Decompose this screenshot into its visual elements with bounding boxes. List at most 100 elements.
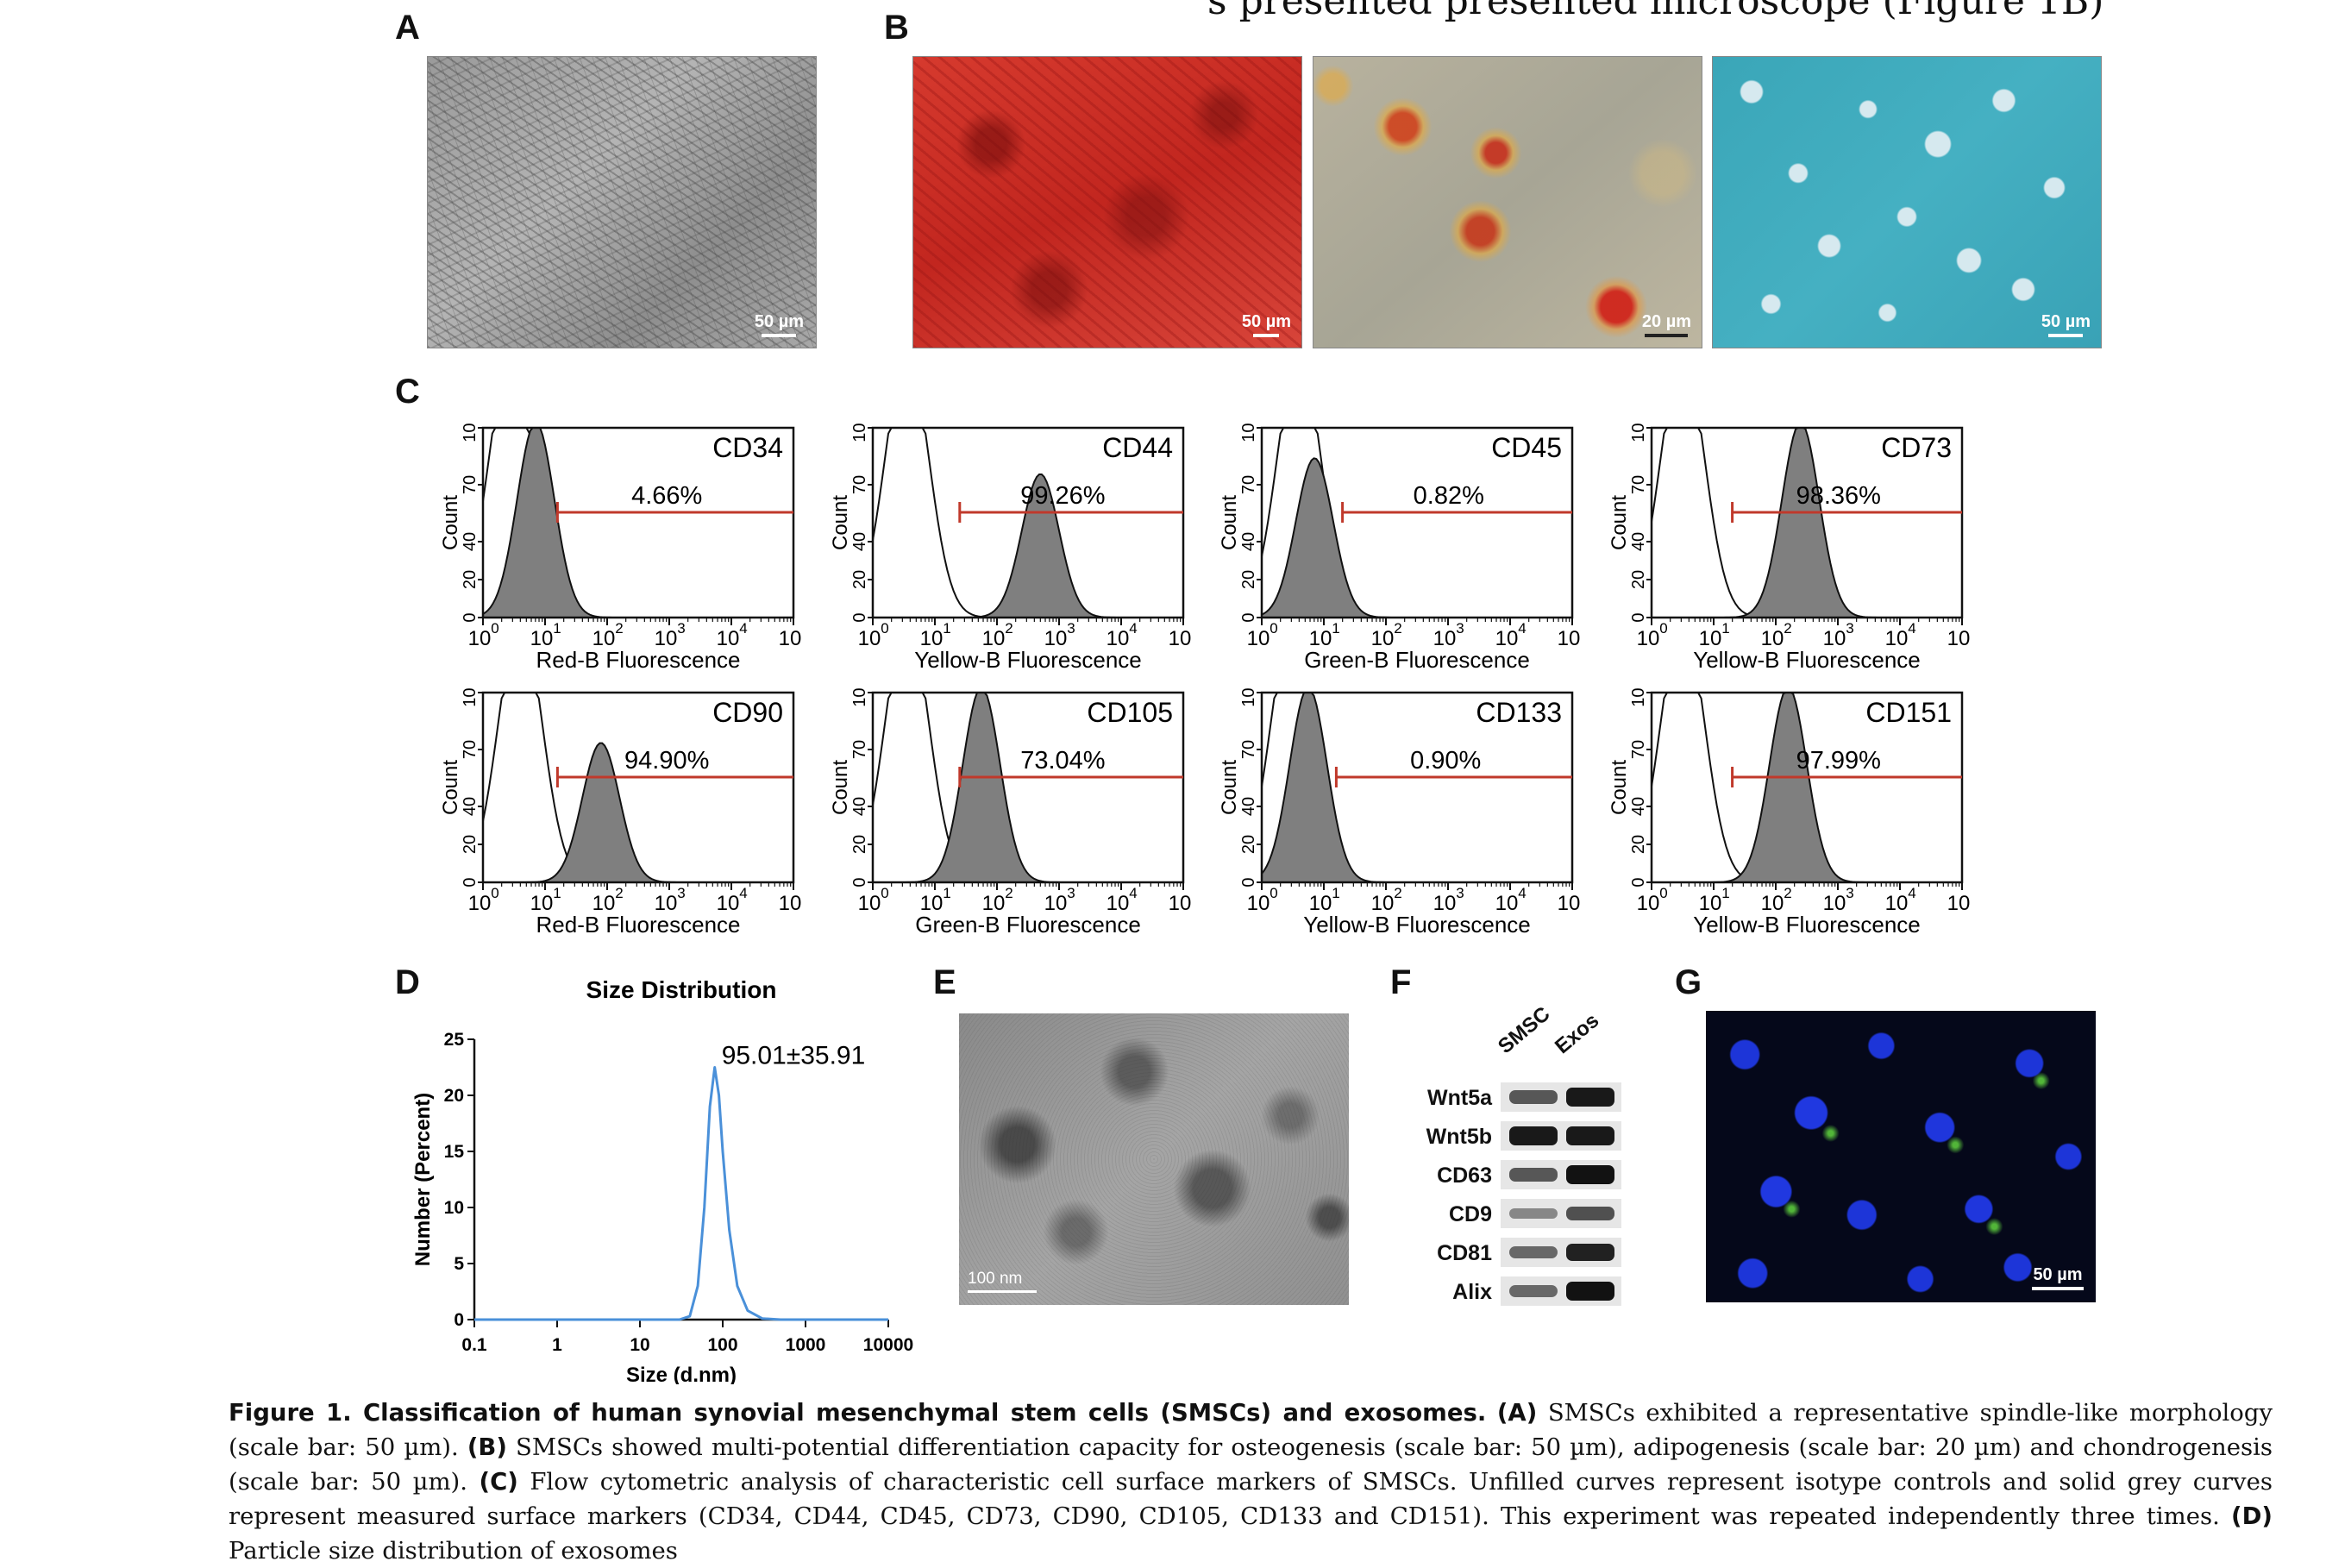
x-tick-label: 10 — [1169, 892, 1192, 915]
x-axis-label: Yellow-B Fluorescence — [914, 647, 1142, 673]
wb-band-exos — [1566, 1088, 1614, 1107]
x-tick-label: 10 — [1107, 892, 1130, 915]
x-tick-label: 10 — [1169, 627, 1192, 650]
x-tick-exponent: 0 — [1270, 620, 1277, 637]
x-tick-exponent: 4 — [739, 885, 747, 901]
percent-label: 0.90% — [1410, 747, 1481, 775]
y-tick-label: 15 — [444, 1142, 465, 1162]
y-tick-label: 100 — [850, 423, 869, 442]
x-tick-exponent: 1 — [943, 620, 950, 637]
y-tick-label: 20 — [461, 835, 480, 854]
x-tick-label: 10 — [1371, 627, 1395, 650]
x-tick-label: 10 — [858, 627, 881, 650]
x-axis-label: Green-B Fluorescence — [915, 912, 1141, 938]
wb-column-smsc: SMSC — [1494, 1001, 1555, 1059]
percent-label: 94.90% — [624, 747, 709, 775]
y-tick-label: 20 — [850, 835, 869, 854]
wb-band-exos — [1566, 1165, 1614, 1184]
x-tick-exponent: 5 — [1970, 620, 1971, 637]
x-tick-label: 10 — [530, 892, 554, 915]
western-blot-panel: SMSC Exos Wnt5a Wnt5b CD63 CD9 CD81 Alix — [1397, 1000, 1630, 1328]
x-tick-exponent: 0 — [1659, 620, 1667, 637]
caption-title: Figure 1. Classification of human synovi… — [229, 1399, 1487, 1427]
x-tick-label: 10 — [1433, 892, 1457, 915]
x-tick-label: 10 — [1699, 627, 1722, 650]
x-tick-label: 10 — [1885, 627, 1909, 650]
x-tick-label: 10 — [655, 627, 678, 650]
histogram-frame — [871, 691, 1185, 884]
x-axis-label: Yellow-B Fluorescence — [1693, 912, 1921, 938]
x-tick-exponent: 2 — [615, 885, 623, 901]
panel-b-osteogenesis-image: 50 µm — [912, 56, 1302, 348]
x-tick-exponent: 2 — [1784, 620, 1791, 637]
panel-label-g: G — [1675, 963, 1702, 1001]
marker-label: CD73 — [1881, 432, 1952, 463]
x-tick-exponent: 3 — [1456, 885, 1464, 901]
x-tick-exponent: 5 — [1191, 885, 1192, 901]
x-tick-label: 10000 — [863, 1335, 913, 1355]
caption-b-text: SMSCs showed multi-potential differentia… — [229, 1433, 2273, 1496]
x-tick-label: 10 — [1558, 627, 1581, 650]
y-tick-label: 25 — [444, 1030, 465, 1050]
wb-band-strip — [1501, 1199, 1621, 1228]
panel-label-d: D — [395, 963, 420, 1001]
x-tick-exponent: 5 — [1970, 885, 1971, 901]
size-distribution-chart: 0 5 10 15 20 25 0.1 1 10 100 1000 10000 Size (d.nm) N… — [411, 976, 913, 1384]
y-tick-label: 70 — [1629, 475, 1648, 494]
x-tick-exponent: 3 — [1067, 885, 1075, 901]
wb-band-smsc — [1509, 1090, 1558, 1104]
x-axis-label: Red-B Fluorescence — [536, 647, 741, 673]
x-tick-exponent: 2 — [1394, 885, 1401, 901]
x-tick-label: 10 — [1495, 892, 1519, 915]
y-tick-label: 70 — [1239, 740, 1258, 759]
y-axis-label: Count — [440, 495, 462, 550]
panel-b2-scale-label: 20 µm — [1641, 312, 1691, 331]
wb-row-alix: Alix — [1397, 1276, 1630, 1309]
panel-a-scale-bar: 50 µm — [755, 312, 804, 337]
panel-label-f: F — [1390, 963, 1412, 1001]
x-tick-label: 10 — [717, 892, 740, 915]
x-tick-label: 10 — [592, 627, 616, 650]
percent-label: 73.04% — [1020, 747, 1105, 775]
percent-label: 99.26% — [1020, 482, 1105, 510]
x-tick-label: 10 — [1247, 627, 1270, 650]
y-axis-label: Count — [830, 760, 852, 815]
wb-band-exos — [1566, 1126, 1614, 1145]
x-axis-label: Red-B Fluorescence — [536, 912, 741, 938]
marker-label: CD151 — [1865, 697, 1952, 728]
y-axis-label: Count — [1219, 495, 1241, 550]
x-tick-exponent: 3 — [677, 620, 685, 637]
marker-label: CD90 — [712, 697, 783, 728]
y-tick-label: 40 — [1239, 797, 1258, 816]
y-tick-label: 10 — [444, 1198, 464, 1218]
isotype-curve — [872, 427, 1028, 618]
y-axis-label: Count — [1608, 495, 1631, 550]
x-tick-label: 10 — [530, 627, 554, 650]
x-tick-exponent: 2 — [1005, 885, 1012, 901]
caption-b-label: (B) — [467, 1433, 507, 1461]
x-tick-exponent: 4 — [1518, 885, 1526, 901]
wb-row-label: Wnt5b — [1426, 1125, 1492, 1149]
wb-band-strip — [1501, 1160, 1621, 1189]
wb-row-label: CD81 — [1437, 1241, 1492, 1265]
y-tick-label: 40 — [1629, 532, 1648, 551]
wb-row-cd63: CD63 — [1397, 1160, 1630, 1193]
wb-band-exos — [1566, 1206, 1614, 1221]
y-tick-label: 20 — [850, 570, 869, 589]
x-tick-exponent: 0 — [1270, 885, 1277, 901]
y-tick-label: 20 — [1629, 835, 1648, 854]
y-tick-label: 0 — [850, 877, 869, 887]
panel-b2-scale-bar: 20 µm — [1642, 312, 1691, 337]
x-tick-label: 10 — [1761, 627, 1784, 650]
x-tick-exponent: 3 — [1456, 620, 1464, 637]
x-tick-label: 10 — [1885, 892, 1909, 915]
marker-label: CD105 — [1087, 697, 1173, 728]
y-tick-label: 40 — [461, 797, 480, 816]
y-tick-label: 20 — [1629, 570, 1648, 589]
histogram-frame — [1260, 426, 1574, 619]
x-tick-label: 10 — [1044, 892, 1068, 915]
panel-g-scale-label: 50 µm — [2033, 1265, 2083, 1284]
